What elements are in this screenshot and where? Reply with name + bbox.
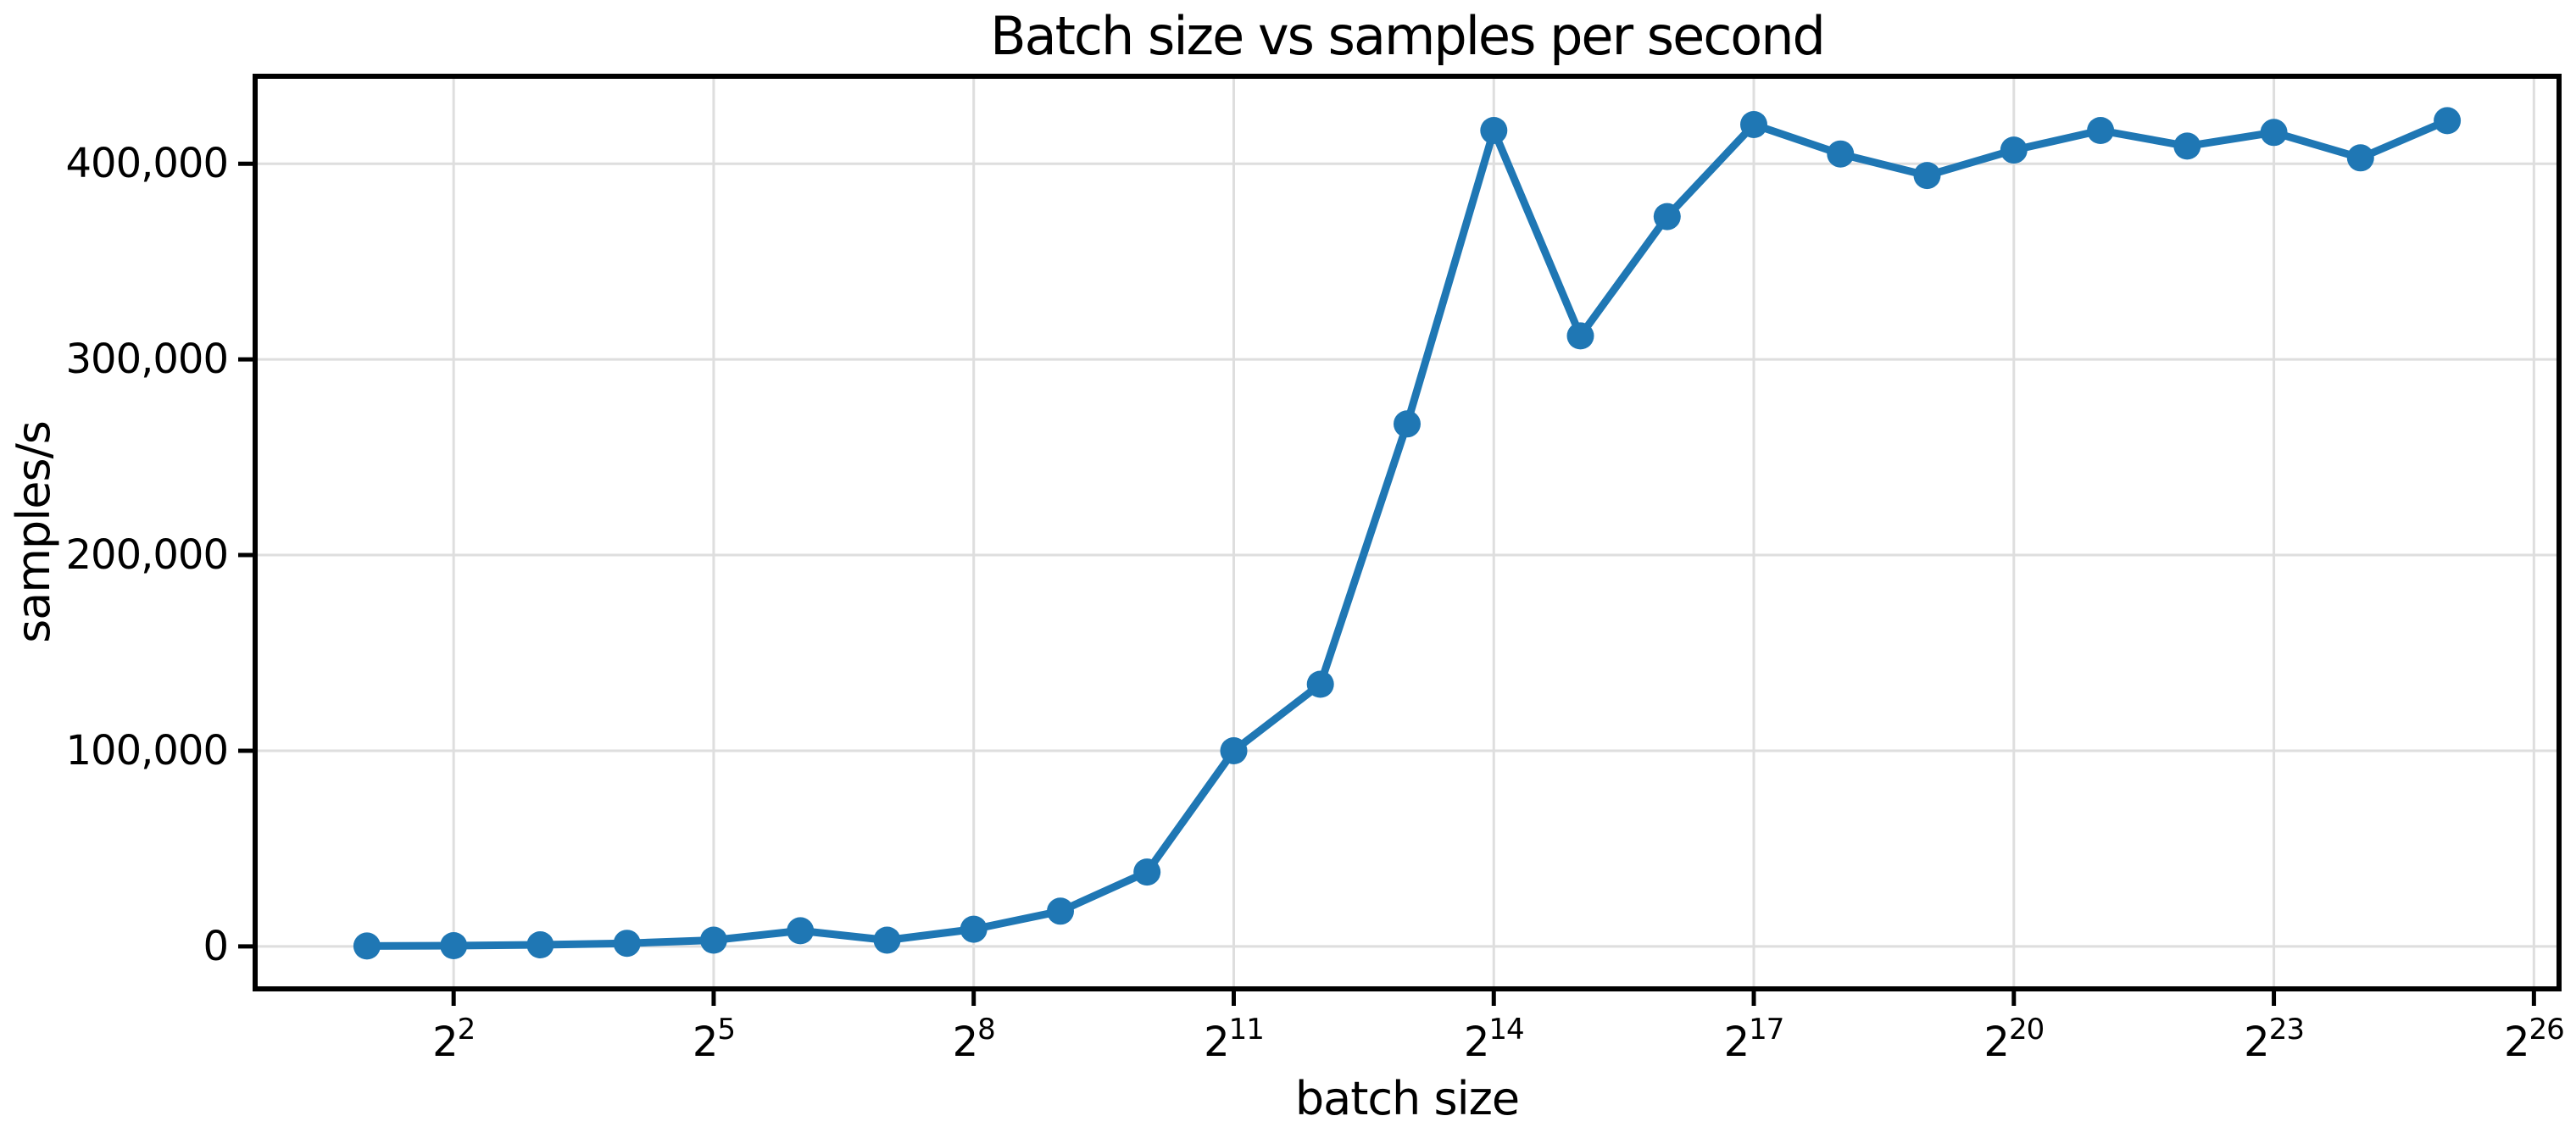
x-tick-labels: 22 25 28 211 214 217 220 223 226 xyxy=(432,1013,2565,1066)
data-point-2^17 xyxy=(1740,111,1767,138)
series-line xyxy=(363,116,2451,950)
x-tick-label-2^2: 22 xyxy=(432,1013,475,1066)
y-tick-label-300,000: 300,000 xyxy=(66,336,229,383)
data-point-2^7 xyxy=(873,926,901,954)
x-tick-label-2^20: 220 xyxy=(1983,1013,2044,1066)
data-point-2^21 xyxy=(2087,117,2115,144)
data-point-2^19 xyxy=(1913,162,1941,190)
data-point-2^13 xyxy=(1394,410,1421,438)
data-point-2^23 xyxy=(2260,119,2288,147)
x-tick-base: 2 xyxy=(2504,1019,2529,1066)
data-point-2^5 xyxy=(699,926,727,954)
x-tick-base: 2 xyxy=(1204,1019,1229,1066)
x-axis-label: batch size xyxy=(1295,1072,1519,1125)
x-tick-label-2^5: 25 xyxy=(693,1013,735,1066)
data-point-2^4 xyxy=(613,930,641,958)
chart-title: Batch size vs samples per second xyxy=(990,5,1824,67)
x-tick-base: 2 xyxy=(1983,1019,2009,1066)
data-point-2^18 xyxy=(1827,140,1855,168)
data-point-2^1 xyxy=(353,932,381,960)
data-point-2^12 xyxy=(1306,670,1334,698)
data-series xyxy=(353,107,2462,960)
data-point-2^8 xyxy=(960,915,988,943)
data-point-2^6 xyxy=(787,917,815,945)
data-point-2^20 xyxy=(2000,136,2028,164)
data-point-2^16 xyxy=(1653,203,1681,230)
y-axis-label: samples/s xyxy=(7,421,60,643)
x-tick-base: 2 xyxy=(2244,1019,2269,1066)
plot-border xyxy=(253,74,2562,991)
data-point-2^22 xyxy=(2173,132,2201,160)
x-tick-exponent: 17 xyxy=(1749,1013,1783,1046)
x-tick-label-2^23: 223 xyxy=(2244,1013,2304,1066)
x-tick-base: 2 xyxy=(693,1019,718,1066)
data-point-2^11 xyxy=(1220,737,1248,764)
x-tick-label-2^26: 226 xyxy=(2504,1013,2564,1066)
x-tick-exponent: 5 xyxy=(717,1013,735,1046)
x-tick-base: 2 xyxy=(432,1019,458,1066)
y-tick-labels: 0 100,000 200,000 300,000 400,000 xyxy=(66,140,230,970)
data-point-2^10 xyxy=(1133,858,1161,886)
y-tick-label-100,000: 100,000 xyxy=(66,727,229,774)
x-tick-exponent: 8 xyxy=(977,1013,995,1046)
data-point-2^15 xyxy=(1566,322,1594,350)
x-tick-exponent: 11 xyxy=(1229,1013,1264,1046)
x-tick-label-2^8: 28 xyxy=(953,1013,995,1066)
y-tick-label-200,000: 200,000 xyxy=(66,531,229,579)
y-tick-label-400,000: 400,000 xyxy=(66,140,229,187)
x-tick-exponent: 23 xyxy=(2269,1013,2304,1046)
data-point-2^24 xyxy=(2346,144,2374,172)
data-point-2^14 xyxy=(1480,117,1508,144)
axis-tick-marks xyxy=(238,161,2536,1006)
x-tick-base: 2 xyxy=(1464,1019,1489,1066)
data-point-2^9 xyxy=(1047,897,1074,925)
x-tick-label-2^14: 214 xyxy=(1464,1013,1524,1066)
data-point-2^3 xyxy=(526,931,554,958)
x-tick-exponent: 2 xyxy=(458,1013,476,1046)
x-tick-exponent: 20 xyxy=(2009,1013,2044,1046)
x-tick-exponent: 14 xyxy=(1488,1013,1523,1046)
gridlines xyxy=(255,76,2559,989)
x-tick-base: 2 xyxy=(1724,1019,1750,1066)
x-tick-exponent: 26 xyxy=(2529,1013,2563,1046)
data-point-2^2 xyxy=(440,932,468,959)
x-tick-base: 2 xyxy=(953,1019,978,1066)
y-tick-label-0: 0 xyxy=(203,923,228,970)
x-tick-label-2^11: 211 xyxy=(1204,1013,1264,1066)
data-point-2^25 xyxy=(2434,107,2462,135)
x-tick-label-2^17: 217 xyxy=(1724,1013,1784,1066)
